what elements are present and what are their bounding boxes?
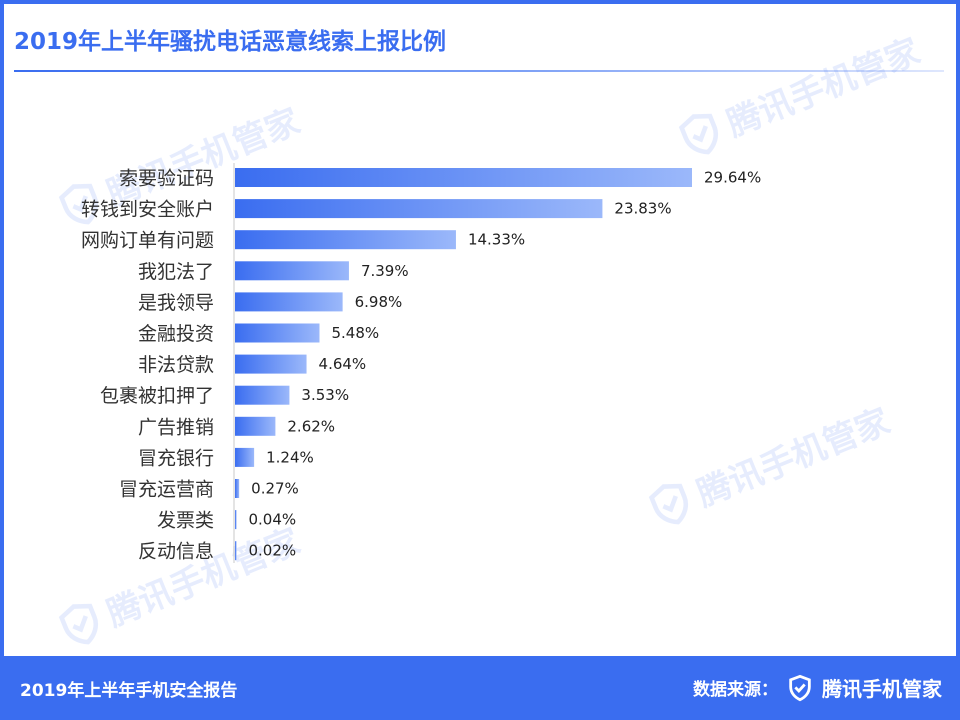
category-label: 是我领导 bbox=[138, 292, 214, 314]
bar bbox=[235, 261, 349, 281]
category-label: 反动信息 bbox=[138, 541, 214, 563]
chart-title: 2019年上半年骚扰电话恶意线索上报比例 bbox=[14, 29, 447, 55]
bar bbox=[235, 323, 320, 343]
footer-bar: 2019年上半年手机安全报告 数据来源： 腾讯手机管家 bbox=[0, 656, 960, 720]
value-label: 2.62% bbox=[287, 417, 335, 435]
value-label: 6.98% bbox=[355, 293, 403, 311]
category-label: 包裹被扣押了 bbox=[100, 385, 214, 407]
title-underline bbox=[14, 70, 944, 72]
category-label: 非法贷款 bbox=[138, 354, 214, 376]
category-label: 我犯法了 bbox=[138, 261, 214, 283]
category-label: 广告推销 bbox=[138, 416, 214, 438]
bar bbox=[235, 199, 603, 219]
data-source: 数据来源： 腾讯手机管家 bbox=[693, 673, 942, 702]
brand-name: 腾讯手机管家 bbox=[822, 677, 942, 701]
value-label: 0.27% bbox=[251, 480, 299, 498]
bar bbox=[235, 168, 692, 187]
value-label: 1.24% bbox=[266, 448, 314, 466]
bar-chart: 索要验证码 29.64% 转钱到安全账户 23.83% 网购订单有问题 14.33% 我犯法… bbox=[81, 163, 761, 563]
value-label: 14.33% bbox=[468, 231, 525, 249]
value-label: 23.83% bbox=[614, 200, 671, 218]
category-label: 发票类 bbox=[157, 510, 214, 532]
value-label: 7.39% bbox=[361, 262, 409, 280]
shield-check-icon bbox=[789, 674, 811, 701]
value-label: 0.02% bbox=[249, 542, 297, 560]
bar bbox=[235, 292, 343, 312]
source-label: 数据来源： bbox=[693, 680, 778, 700]
value-label: 0.04% bbox=[249, 511, 297, 529]
value-label: 5.48% bbox=[331, 324, 379, 342]
bar bbox=[235, 416, 276, 436]
category-label: 索要验证码 bbox=[119, 168, 214, 190]
bar bbox=[235, 230, 456, 250]
bar bbox=[235, 479, 240, 498]
category-label: 金融投资 bbox=[138, 323, 214, 345]
category-label: 网购订单有问题 bbox=[81, 230, 214, 252]
category-label: 冒充银行 bbox=[138, 447, 214, 469]
report-name: 2019年上半年手机安全报告 bbox=[20, 681, 238, 701]
value-label: 3.53% bbox=[301, 386, 349, 404]
category-label: 冒充运营商 bbox=[119, 479, 214, 501]
value-label: 29.64% bbox=[704, 169, 761, 187]
bar bbox=[235, 447, 255, 467]
bar bbox=[235, 510, 237, 530]
bar bbox=[235, 385, 290, 405]
value-label: 4.64% bbox=[319, 355, 367, 373]
bar bbox=[235, 354, 307, 374]
category-label: 转钱到安全账户 bbox=[81, 199, 214, 221]
bar bbox=[235, 541, 237, 561]
